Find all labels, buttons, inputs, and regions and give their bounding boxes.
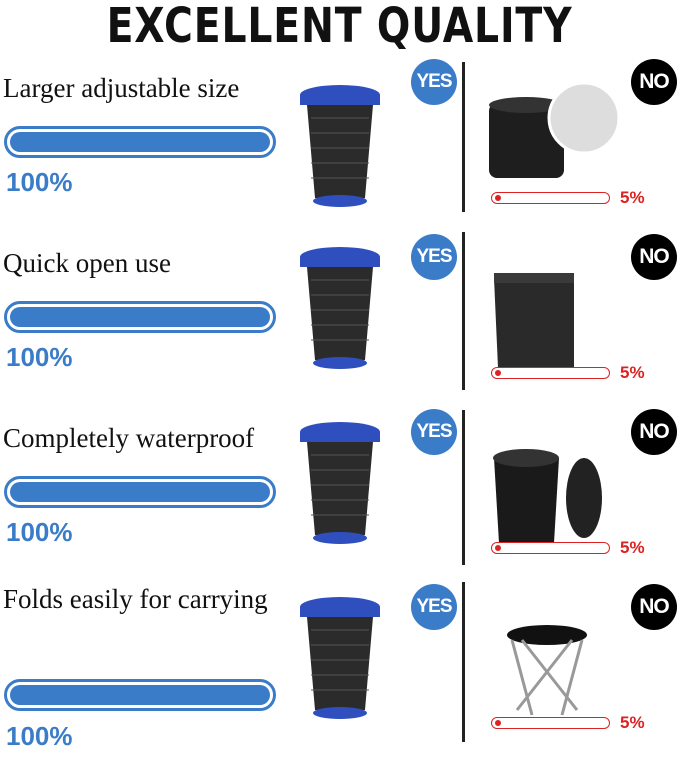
no-badge: NO	[631, 234, 677, 280]
yes-badge: YES	[411, 59, 457, 105]
yes-badge: YES	[411, 584, 457, 630]
competitor-product-image	[489, 83, 621, 178]
our-product-image	[300, 85, 380, 207]
feature-label: Quick open use	[3, 248, 171, 278]
divider	[462, 410, 465, 565]
comparison-row: Folds easily for carrying 100% YES NO 5%	[0, 582, 679, 766]
ours-progress-fill	[10, 132, 270, 152]
competitor-percent: 5%	[620, 363, 645, 382]
ours-progress-bar	[4, 679, 276, 711]
ours-percent: 100%	[6, 167, 73, 197]
ours-percent: 100%	[6, 517, 73, 547]
competitor-progress-bar	[491, 192, 610, 204]
divider	[462, 62, 465, 212]
competitor-percent: 5%	[620, 188, 645, 207]
competitor-percent: 5%	[620, 713, 645, 732]
competitor-progress-fill	[495, 719, 501, 726]
no-badge: NO	[631, 409, 677, 455]
our-product-image	[300, 247, 380, 369]
yes-badge: YES	[411, 234, 457, 280]
ours-progress-bar	[4, 126, 276, 158]
competitor-product-image	[493, 449, 602, 543]
competitor-product-image	[494, 273, 574, 368]
no-badge: NO	[631, 584, 677, 630]
competitor-progress-fill	[495, 369, 501, 376]
divider	[462, 582, 465, 742]
yes-badge: YES	[411, 409, 457, 455]
competitor-product-image	[507, 625, 587, 716]
competitor-progress-fill	[495, 544, 501, 551]
ours-progress-bar	[4, 301, 276, 333]
our-product-image	[300, 597, 380, 719]
competitor-progress-bar	[491, 367, 610, 379]
feature-label: Larger adjustable size	[3, 73, 240, 103]
competitor-progress-fill	[495, 194, 501, 201]
ours-progress-fill	[10, 482, 270, 502]
ours-percent: 100%	[6, 721, 73, 751]
comparison-row: Larger adjustable size 100% YES NO 5%	[0, 59, 679, 241]
competitor-progress-bar	[491, 542, 610, 554]
ours-progress-bar	[4, 476, 276, 508]
feature-label: Folds easily for carrying	[3, 584, 268, 614]
competitor-percent: 5%	[620, 538, 645, 557]
divider	[462, 232, 465, 390]
no-badge: NO	[631, 59, 677, 105]
ours-progress-fill	[10, 685, 270, 705]
comparison-row: Completely waterproof 100% YES NO 5%	[0, 409, 679, 591]
ours-percent: 100%	[6, 342, 73, 372]
comparison-row: Quick open use 100% YES NO 5%	[0, 232, 679, 416]
competitor-progress-bar	[491, 717, 610, 729]
feature-label: Completely waterproof	[3, 423, 255, 453]
our-product-image	[300, 422, 380, 544]
page-title: EXCELLENT QUALITY	[106, 0, 573, 54]
ours-progress-fill	[10, 307, 270, 327]
